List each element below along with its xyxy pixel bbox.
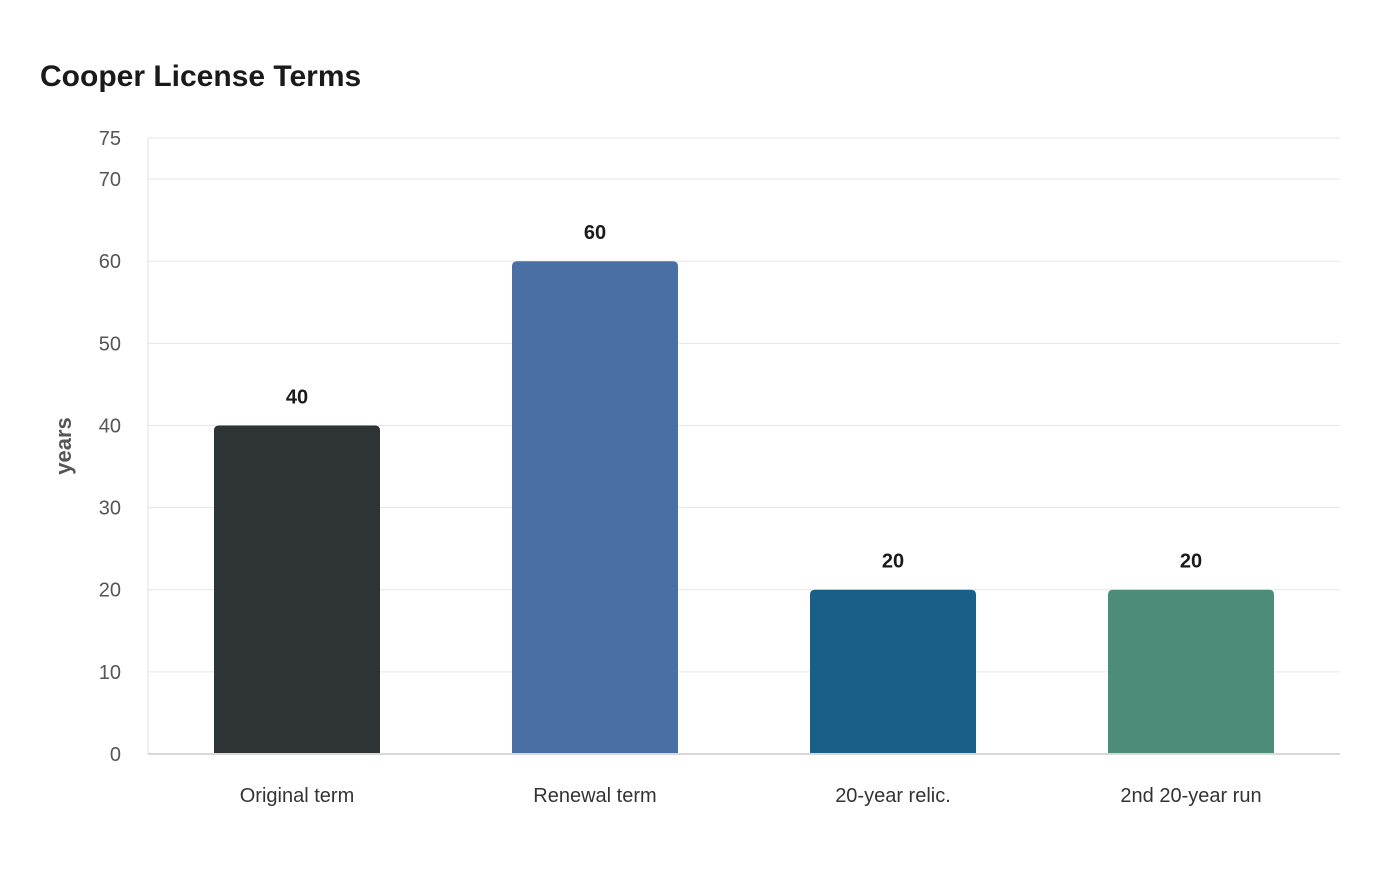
- value-label: 20: [882, 551, 904, 573]
- y-tick-labels: 0 10 20 30 40 50 60 70 75: [99, 128, 121, 766]
- y-tick-label: 60: [99, 251, 121, 273]
- bar: [214, 425, 380, 753]
- y-tick-label: 40: [99, 415, 121, 437]
- category-label: Renewal term: [533, 785, 656, 807]
- bar: [810, 589, 976, 753]
- category-label: 20-year relic.: [835, 785, 951, 807]
- category-labels: Original term Renewal term 20-year relic. 2…: [240, 785, 1262, 807]
- value-label: 60: [584, 222, 606, 244]
- value-labels: 40 60 20 20: [286, 222, 1202, 573]
- y-axis-title: years: [51, 417, 76, 475]
- category-label: 2nd 20-year run: [1120, 785, 1261, 807]
- bars: [214, 261, 1274, 753]
- y-tick-label: 75: [99, 128, 121, 150]
- value-label: 40: [286, 386, 308, 408]
- y-tick-label: 0: [110, 744, 121, 766]
- y-tick-label: 50: [99, 333, 121, 355]
- value-label: 20: [1180, 551, 1202, 573]
- y-tick-label: 30: [99, 498, 121, 520]
- category-label: Original term: [240, 785, 354, 807]
- y-tick-label: 10: [99, 662, 121, 684]
- bar: [512, 261, 678, 753]
- bar: [1108, 589, 1274, 753]
- y-tick-label: 20: [99, 580, 121, 602]
- chart-title: Cooper License Terms: [40, 60, 362, 93]
- y-tick-label: 70: [99, 169, 121, 191]
